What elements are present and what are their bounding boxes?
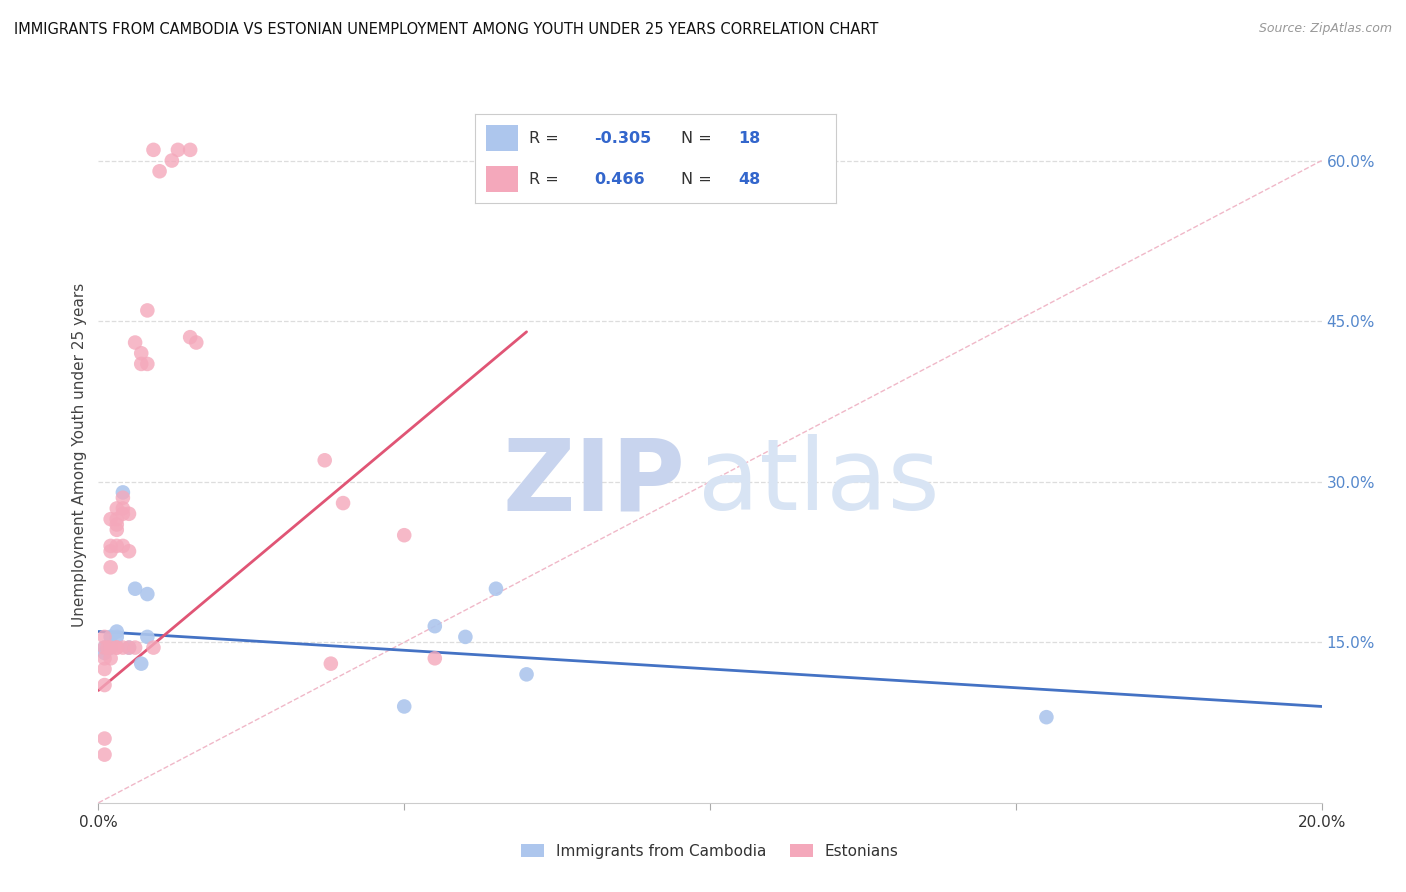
Point xyxy=(93,678,115,692)
Point xyxy=(105,501,128,516)
Text: Source: ZipAtlas.com: Source: ZipAtlas.com xyxy=(1258,22,1392,36)
Point xyxy=(392,528,416,542)
Point xyxy=(160,153,183,168)
Point xyxy=(93,630,115,644)
Point xyxy=(105,512,128,526)
Point xyxy=(392,699,416,714)
Point xyxy=(105,523,128,537)
Point xyxy=(100,539,122,553)
Point xyxy=(179,330,201,344)
Point xyxy=(105,539,128,553)
Point xyxy=(111,507,134,521)
Point xyxy=(93,731,115,746)
Point xyxy=(111,640,134,655)
Point xyxy=(167,143,190,157)
Point xyxy=(142,640,165,655)
Point xyxy=(129,657,152,671)
Point xyxy=(129,346,152,360)
Point xyxy=(93,662,115,676)
Point xyxy=(136,303,159,318)
Point xyxy=(111,485,134,500)
Point xyxy=(1035,710,1057,724)
Text: atlas: atlas xyxy=(697,434,939,532)
Point xyxy=(423,619,446,633)
Text: ZIP: ZIP xyxy=(503,434,686,532)
Point xyxy=(423,651,446,665)
Point xyxy=(454,630,477,644)
Point xyxy=(142,143,165,157)
Point xyxy=(105,630,128,644)
Text: IMMIGRANTS FROM CAMBODIA VS ESTONIAN UNEMPLOYMENT AMONG YOUTH UNDER 25 YEARS COR: IMMIGRANTS FROM CAMBODIA VS ESTONIAN UNE… xyxy=(14,22,879,37)
Point xyxy=(129,357,152,371)
Point xyxy=(93,646,115,660)
Point xyxy=(105,624,128,639)
Point xyxy=(186,335,208,350)
Point xyxy=(332,496,354,510)
Point xyxy=(105,640,128,655)
Point xyxy=(118,640,141,655)
Point xyxy=(124,335,146,350)
Point xyxy=(136,357,159,371)
Point xyxy=(100,630,122,644)
Y-axis label: Unemployment Among Youth under 25 years: Unemployment Among Youth under 25 years xyxy=(72,283,87,627)
Point xyxy=(97,640,120,655)
Point xyxy=(149,164,172,178)
Point xyxy=(314,453,336,467)
Point xyxy=(100,651,122,665)
Point xyxy=(111,501,134,516)
Point xyxy=(93,640,115,655)
Legend: Immigrants from Cambodia, Estonians: Immigrants from Cambodia, Estonians xyxy=(515,838,905,864)
Point xyxy=(100,640,122,655)
Point xyxy=(124,582,146,596)
Point xyxy=(136,630,159,644)
Point xyxy=(179,143,201,157)
Point xyxy=(118,507,141,521)
Point xyxy=(93,747,115,762)
Point xyxy=(111,491,134,505)
Point xyxy=(516,667,538,681)
Point xyxy=(124,640,146,655)
Point xyxy=(118,544,141,558)
Point xyxy=(93,640,115,655)
Point xyxy=(100,560,122,574)
Point xyxy=(100,640,122,655)
Point xyxy=(485,582,508,596)
Point xyxy=(100,512,122,526)
Point xyxy=(100,544,122,558)
Point xyxy=(93,651,115,665)
Point xyxy=(111,539,134,553)
Point xyxy=(105,517,128,532)
Point xyxy=(105,640,128,655)
Point xyxy=(118,640,141,655)
Point xyxy=(319,657,342,671)
Point xyxy=(136,587,159,601)
